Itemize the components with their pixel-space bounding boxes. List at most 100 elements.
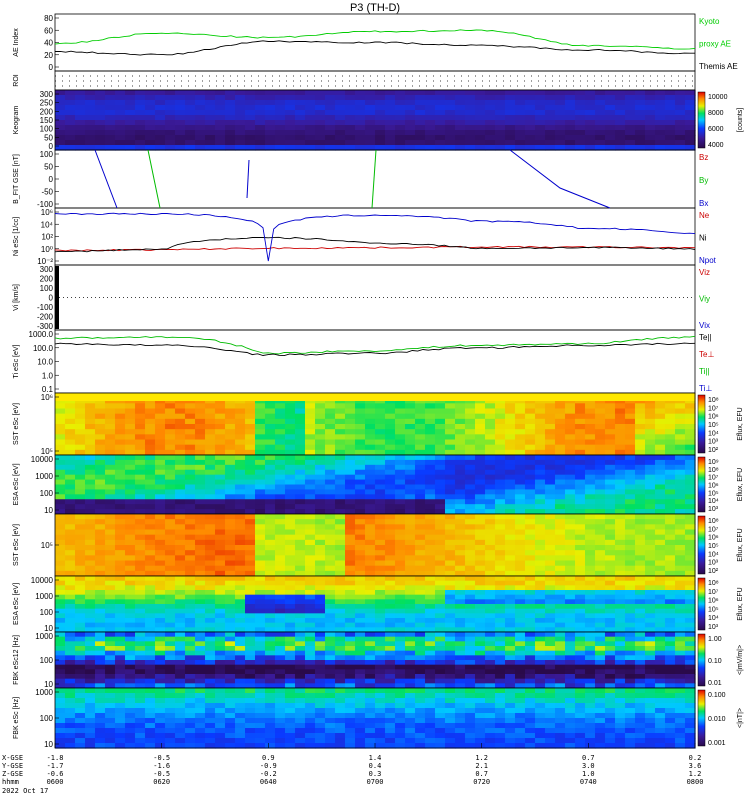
sst_e-cell [115,429,126,435]
esa_e-cell [655,455,666,461]
esa_i-cell [135,595,146,600]
esa_e-cell [205,460,216,466]
keogram-cell [405,100,416,106]
fbk_e-cell [285,665,296,670]
keogram-cell [165,100,176,106]
esa_i-cell [85,595,96,600]
sst_i-cell [225,555,236,561]
esa_e-cell [655,489,666,495]
sst_e-cell [345,434,356,440]
sst_i-cell [475,545,486,551]
keogram-cell [405,110,416,116]
fbk_e-cell [415,646,426,651]
keogram-cell [645,100,656,106]
keogram-cell [185,115,196,121]
sst_i-cell [675,524,686,530]
fbk_b-cell [85,693,96,699]
sst_i-cell [105,545,116,551]
sst_i-cell [125,550,136,556]
keogram-cell [185,135,196,141]
esa_i-cell [245,613,256,618]
fbk_e-cell [565,641,576,646]
esa_e-cell [115,504,126,510]
sst_i-cell [155,519,166,525]
fbk_b-cell [155,728,166,734]
sst_e-cell [305,403,316,409]
sst_i-cell [375,555,386,561]
esa_i-cell [565,590,576,595]
esa_e-cell [645,504,656,510]
sst_i-cell [225,550,236,556]
y-tick-label: 1000 [35,592,53,601]
sst_i-cell [185,535,196,541]
keogram-cell [465,95,476,101]
esa_e-cell [355,485,366,491]
fbk_e-cell [605,679,616,684]
keogram-cell [615,110,626,116]
fbk_b-cell [235,703,246,709]
esa_e-cell [185,475,196,481]
fbk_e-cell [255,651,266,656]
sst_i-cell [165,545,176,551]
fbk_e-cell [635,655,646,660]
sst_e-cell [105,419,116,425]
fbk_e-cell [455,679,466,684]
sst_i-cell [485,550,496,556]
fbk_e-cell [245,641,256,646]
sst_e-cell [505,409,516,415]
fbk_b-cell [215,693,226,699]
esa_e-cell [65,480,76,486]
esa_i-cell [535,604,546,609]
keogram-cell [455,120,466,126]
keogram-cell [365,90,376,96]
fbk_e-cell [435,632,446,637]
sst_i-cell [185,530,196,536]
sst_i-cell [435,519,446,525]
esa_e-cell [635,460,646,466]
sst_e-cell [105,445,116,451]
sst_e-cell [105,414,116,420]
sst_e-cell [445,445,456,451]
sst_e-cell [55,445,66,451]
fbk_e-cell [245,651,256,656]
esa_e-cell [375,489,386,495]
keogram-cell [225,110,236,116]
esa_e-cell [505,470,516,476]
sst_i-cell [415,561,426,567]
esa_i-cell [405,576,416,581]
sst_i-cell [555,540,566,546]
esa_i-cell [475,590,486,595]
esa_i-cell [155,590,166,595]
sst_i-cell [365,550,376,556]
keogram-cell [55,140,66,146]
esa_i-cell [435,581,446,586]
fbk_e-cell [435,665,446,670]
keogram-cell [85,135,96,141]
sst_i-cell [95,524,106,530]
keogram-cell [555,130,566,136]
esa_i-cell [585,590,596,595]
esa_e-cell [405,504,416,510]
fbk_b-cell [95,688,106,694]
fbk_e-cell [585,679,596,684]
esa_e-cell [175,494,186,500]
esa_i-cell [165,576,176,581]
fbk_e-cell [125,665,136,670]
keogram-cell [415,140,426,146]
fbk_b-cell [205,728,216,734]
esa_i-cell [135,581,146,586]
fbk_b-cell [75,693,86,699]
fbk_e-cell [205,637,216,642]
esa_i-cell [615,623,626,628]
sst_i-cell [545,530,556,536]
fbk_e-cell [145,679,156,684]
keogram-cell [135,90,146,96]
sst_e-cell [665,409,676,415]
keogram-cell [615,105,626,111]
sst_i-cell [105,555,116,561]
sst_e-cell [405,424,416,430]
fbk_e-cell [625,679,636,684]
fbk_e-cell [225,674,236,679]
sst_e-cell [55,414,66,420]
fbk_e-cell [235,679,246,684]
